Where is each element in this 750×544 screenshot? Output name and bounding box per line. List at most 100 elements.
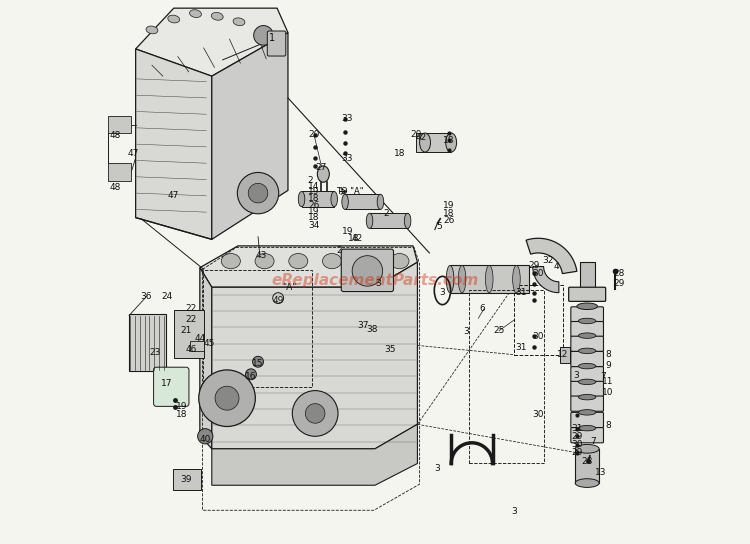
Text: 3: 3 [463, 327, 469, 336]
Bar [174, 310, 204, 358]
Text: 12: 12 [557, 350, 568, 359]
Text: 18: 18 [176, 410, 188, 419]
Polygon shape [211, 262, 418, 449]
Text: 31: 31 [515, 288, 526, 297]
Bar [129, 314, 166, 371]
Bar [109, 163, 131, 181]
Ellipse shape [356, 254, 375, 269]
Ellipse shape [342, 194, 348, 209]
Text: 22: 22 [185, 305, 196, 313]
Text: 30: 30 [532, 269, 544, 277]
Text: 27: 27 [315, 163, 326, 172]
Ellipse shape [390, 254, 409, 269]
Text: TO "A": TO "A" [336, 187, 363, 196]
Text: 35: 35 [385, 345, 396, 354]
Text: 39: 39 [180, 475, 191, 484]
Text: 18: 18 [394, 149, 406, 158]
Ellipse shape [233, 18, 245, 26]
Text: 7: 7 [601, 372, 606, 381]
Text: 10: 10 [602, 388, 613, 397]
Text: 45: 45 [203, 339, 214, 348]
Text: 29: 29 [613, 280, 625, 288]
Text: 42: 42 [416, 133, 427, 141]
Text: 25: 25 [494, 326, 505, 335]
Text: 1: 1 [268, 33, 274, 43]
Circle shape [237, 172, 279, 214]
Bar [450, 265, 529, 293]
Text: 34: 34 [308, 221, 320, 230]
Polygon shape [136, 49, 212, 239]
Ellipse shape [446, 265, 454, 293]
Text: 8: 8 [605, 421, 610, 430]
Text: 32: 32 [542, 256, 554, 264]
Circle shape [215, 386, 239, 410]
Text: 48: 48 [110, 183, 121, 192]
Bar [302, 191, 334, 207]
Text: 18: 18 [443, 136, 454, 145]
Ellipse shape [578, 348, 596, 354]
Text: 31: 31 [572, 424, 583, 433]
Bar [580, 262, 595, 289]
Text: 40: 40 [200, 435, 211, 444]
Text: 33: 33 [341, 114, 352, 123]
Bar [560, 347, 570, 363]
Polygon shape [211, 33, 288, 239]
Ellipse shape [578, 363, 596, 369]
Circle shape [253, 356, 263, 367]
Text: 19: 19 [443, 201, 454, 210]
Text: 18: 18 [308, 194, 320, 202]
Ellipse shape [289, 254, 308, 269]
Text: 46: 46 [186, 345, 197, 354]
Ellipse shape [317, 166, 329, 182]
Ellipse shape [331, 191, 338, 207]
Circle shape [245, 369, 256, 380]
Ellipse shape [190, 10, 202, 17]
Text: 30: 30 [532, 332, 544, 341]
Bar [469, 290, 544, 463]
FancyBboxPatch shape [571, 351, 604, 367]
Text: 4: 4 [554, 262, 559, 271]
Text: 16: 16 [245, 372, 256, 381]
Bar [190, 341, 204, 351]
Text: 47: 47 [128, 149, 139, 158]
Text: 29: 29 [528, 261, 539, 270]
Text: 19: 19 [308, 187, 320, 196]
Polygon shape [211, 424, 418, 485]
Text: 3: 3 [435, 465, 440, 473]
Ellipse shape [255, 254, 274, 269]
Bar [416, 133, 452, 152]
Text: 19: 19 [308, 207, 320, 215]
Polygon shape [200, 268, 211, 449]
Circle shape [199, 370, 255, 426]
Text: 42: 42 [352, 234, 363, 243]
Text: 7: 7 [590, 437, 596, 446]
Polygon shape [532, 267, 559, 293]
Circle shape [352, 256, 382, 286]
FancyBboxPatch shape [571, 336, 604, 351]
FancyBboxPatch shape [571, 307, 604, 322]
Text: 18: 18 [308, 213, 320, 222]
Text: 21: 21 [180, 326, 191, 335]
Text: 30: 30 [532, 410, 544, 419]
Ellipse shape [322, 254, 341, 269]
Bar [109, 116, 131, 133]
FancyBboxPatch shape [571, 396, 604, 411]
Text: 31: 31 [515, 343, 526, 351]
Polygon shape [200, 246, 418, 287]
Ellipse shape [577, 303, 598, 310]
Text: 26: 26 [308, 201, 320, 210]
Ellipse shape [146, 26, 158, 34]
Ellipse shape [578, 394, 596, 400]
Text: 44: 44 [194, 334, 206, 343]
FancyBboxPatch shape [571, 428, 604, 443]
Ellipse shape [578, 410, 596, 415]
Text: 23: 23 [149, 348, 160, 357]
Text: 3: 3 [512, 507, 518, 516]
Ellipse shape [578, 333, 596, 338]
Text: 22: 22 [185, 316, 196, 324]
Text: 19: 19 [342, 227, 353, 236]
Text: 5: 5 [436, 222, 442, 231]
Bar [345, 194, 380, 209]
Text: 28: 28 [613, 269, 625, 277]
Polygon shape [526, 238, 577, 274]
